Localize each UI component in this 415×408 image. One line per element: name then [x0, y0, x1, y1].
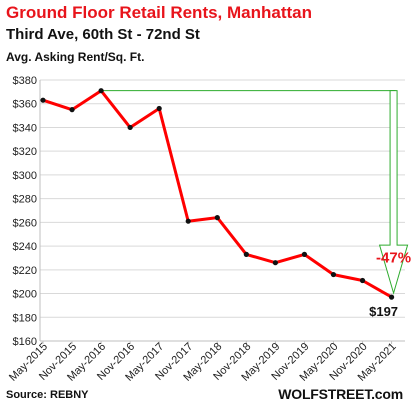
y-tick-label: $220	[13, 265, 37, 277]
series-line	[42, 89, 393, 299]
y-tick-label: $260	[13, 217, 37, 229]
data-point	[185, 218, 191, 224]
data-point	[272, 260, 278, 266]
y-tick-label: $380	[13, 75, 37, 87]
decline-arrow	[378, 90, 409, 295]
source-note: Source: REBNY	[6, 389, 89, 401]
data-point	[156, 105, 162, 112]
last-value-label: $197	[369, 304, 398, 319]
data-point	[69, 107, 75, 113]
y-tick-label: $320	[13, 146, 37, 158]
x-tick-labels: May-2015Nov-2015May-2016Nov-2016May-2017…	[7, 341, 399, 384]
y-tick-label: $180	[13, 312, 37, 324]
y-tick-label: $200	[13, 289, 37, 301]
data-point	[40, 97, 46, 103]
series-rent	[40, 88, 395, 300]
y-tick-label: $340	[13, 122, 37, 134]
change-percent-label: -47%	[376, 250, 411, 267]
y-tick-label: $300	[13, 170, 37, 182]
y-tick-labels: $160 $180 $200 $220 $240 $260 $280 $300 $320 $340…	[13, 75, 37, 348]
chart-subtitle: Third Ave, 60th St - 72nd St	[6, 26, 200, 43]
y-tick-label: $160	[13, 336, 37, 348]
data-point	[243, 251, 249, 257]
data-point	[301, 251, 308, 257]
data-point	[330, 271, 337, 278]
data-point	[214, 215, 220, 221]
data-point	[388, 294, 395, 300]
data-point	[127, 124, 133, 131]
y-tick-label: $360	[13, 99, 37, 111]
grid-layer	[39, 79, 405, 344]
chart-title: Ground Floor Retail Rents, Manhattan	[6, 3, 313, 22]
data-point	[359, 277, 366, 284]
y-tick-label: $240	[13, 241, 37, 253]
change-annotation: -47% $197	[101, 90, 411, 319]
y-axis-label: Avg. Asking Rent/Sq. Ft.	[6, 50, 145, 64]
brand-logo-text: WOLFSTREET.com	[278, 386, 403, 402]
data-point	[98, 88, 104, 94]
y-tick-label: $280	[13, 194, 37, 206]
